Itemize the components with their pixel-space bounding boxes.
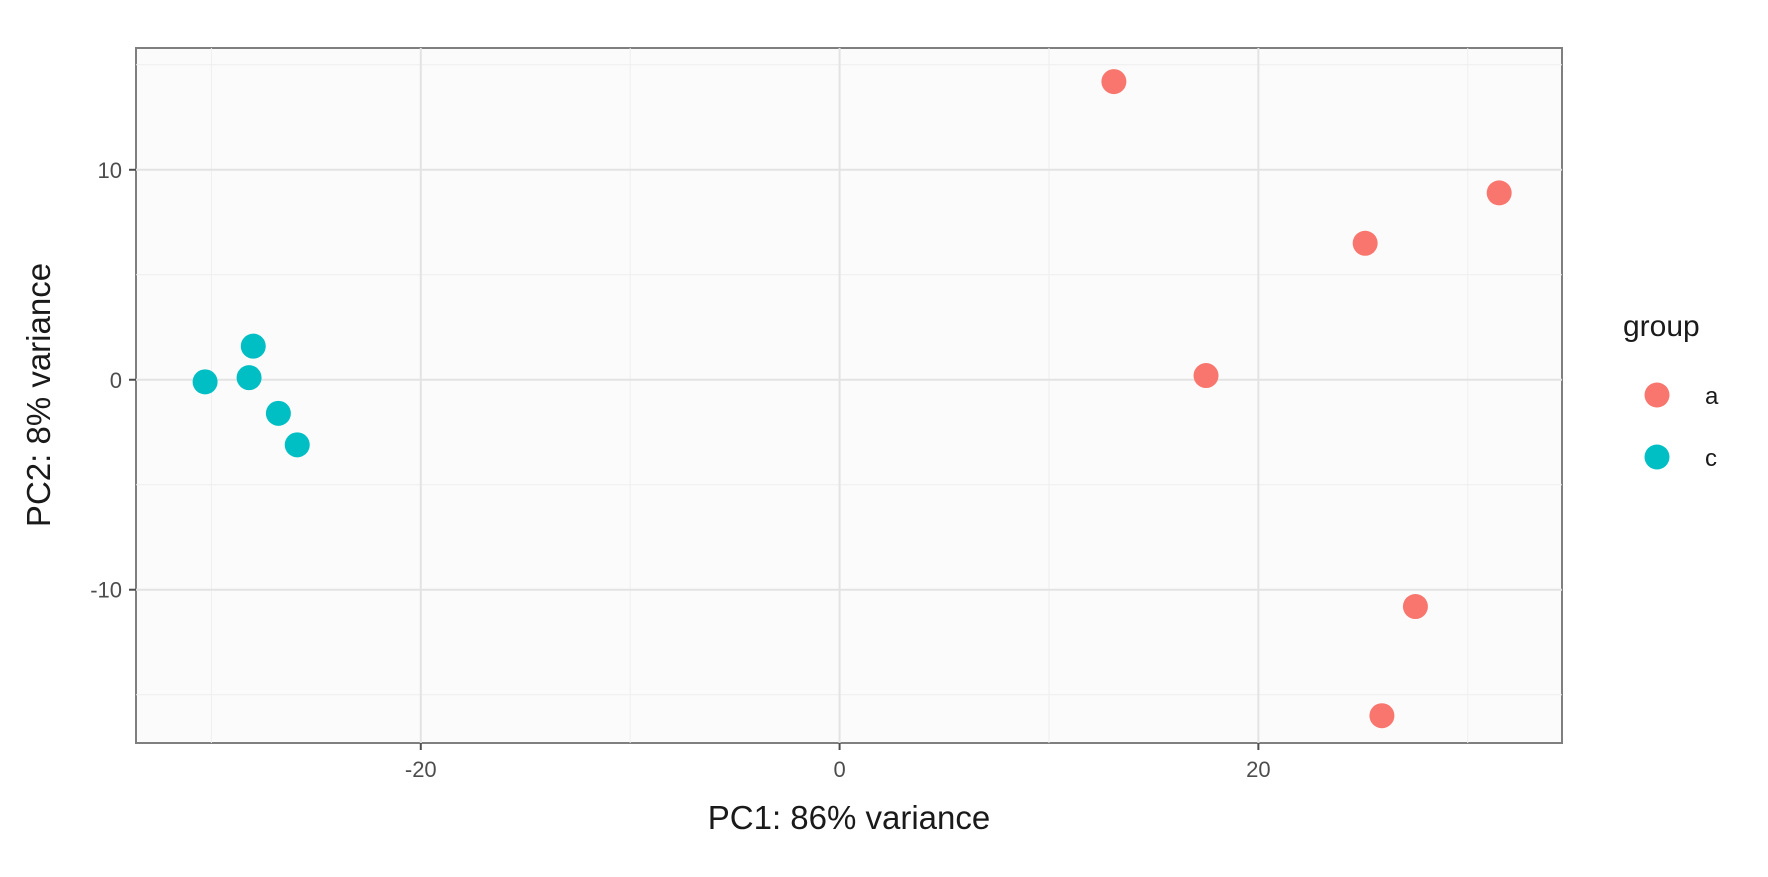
axis-ticks: -20 0 20 -10 0 10 bbox=[90, 158, 1270, 782]
data-point-a bbox=[1402, 594, 1428, 620]
legend-key-a bbox=[1644, 382, 1670, 408]
legend-label-c: c bbox=[1705, 445, 1717, 472]
legend-label-a: a bbox=[1705, 383, 1719, 410]
data-point-a bbox=[1369, 703, 1395, 729]
data-point-c bbox=[284, 432, 310, 458]
data-point-a bbox=[1193, 363, 1219, 389]
data-points bbox=[192, 69, 1512, 729]
x-axis-title: PC1: 86% variance bbox=[708, 799, 990, 836]
y-tick-label: -10 bbox=[90, 578, 122, 603]
data-point-c bbox=[192, 369, 218, 395]
data-point-c bbox=[265, 400, 291, 426]
data-point-a bbox=[1352, 230, 1378, 256]
legend: group a c bbox=[1623, 310, 1719, 472]
y-axis-title: PC2: 8% variance bbox=[20, 263, 57, 527]
data-point-a bbox=[1486, 180, 1512, 206]
legend-title: group bbox=[1623, 310, 1700, 343]
data-point-a bbox=[1101, 69, 1127, 95]
data-point-c bbox=[236, 365, 262, 391]
x-tick-label: -20 bbox=[405, 757, 437, 782]
x-tick-label: 20 bbox=[1246, 757, 1270, 782]
legend-key-c bbox=[1644, 444, 1670, 470]
x-tick-label: 0 bbox=[833, 757, 845, 782]
y-tick-label: 10 bbox=[98, 158, 122, 183]
plot-panel bbox=[135, 47, 1563, 744]
y-tick-label: 0 bbox=[110, 368, 122, 393]
data-point-c bbox=[240, 333, 266, 359]
grid-lines bbox=[136, 48, 1562, 743]
